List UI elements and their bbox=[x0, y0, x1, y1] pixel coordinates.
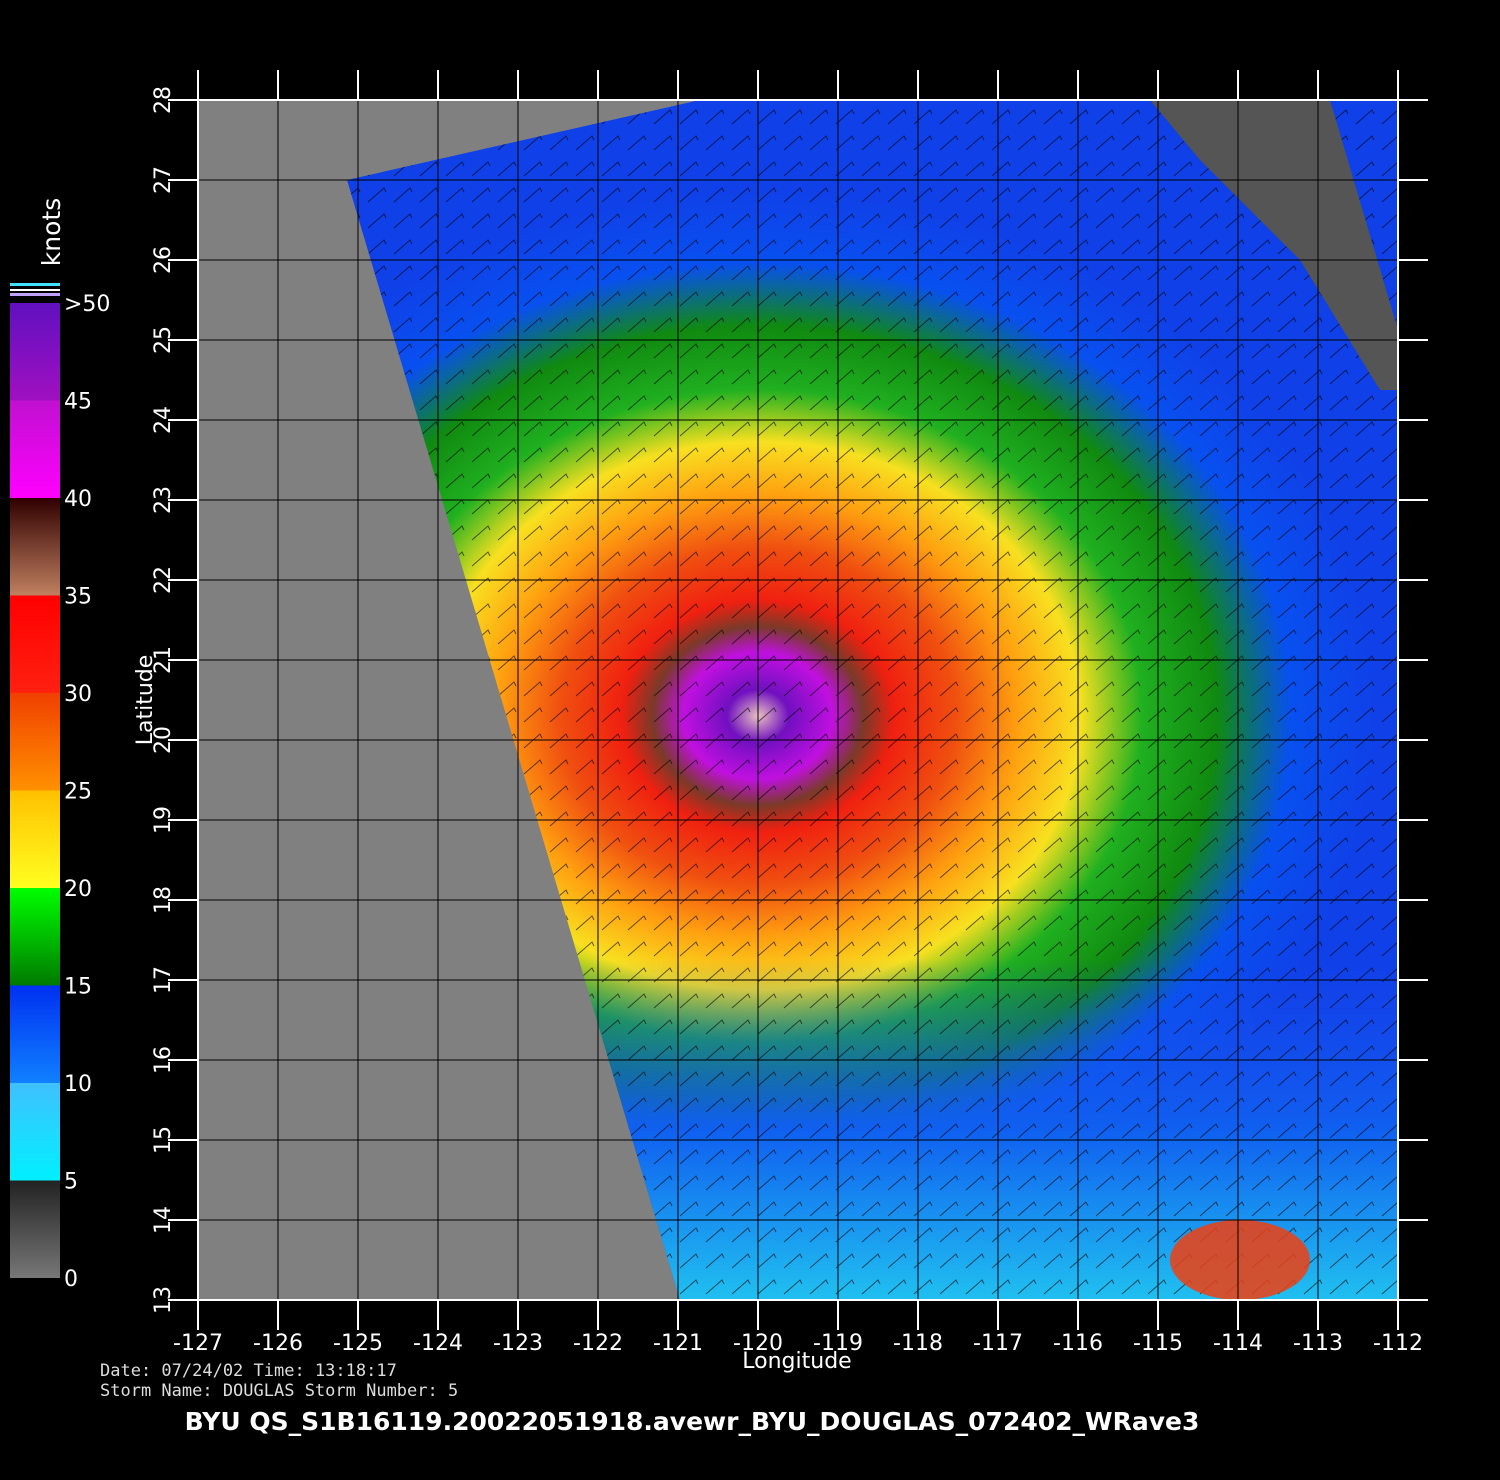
x-tick-label: -121 bbox=[653, 1331, 703, 1356]
x-tick-label: -115 bbox=[1133, 1331, 1183, 1356]
rain-cell bbox=[1170, 1220, 1310, 1300]
y-tick-label: 18 bbox=[151, 886, 176, 914]
y-tick-label: 28 bbox=[151, 86, 176, 114]
y-tick-label: 14 bbox=[151, 1206, 176, 1234]
colorbar-segment bbox=[10, 400, 60, 498]
y-tick-label: 13 bbox=[151, 1286, 176, 1314]
colorbar-label: 20 bbox=[64, 877, 92, 902]
y-tick-label: 24 bbox=[151, 406, 176, 434]
y-tick-label: 25 bbox=[151, 326, 176, 354]
x-tick-label: -122 bbox=[573, 1331, 623, 1356]
y-tick-label: 16 bbox=[151, 1046, 176, 1074]
x-tick-label: -117 bbox=[973, 1331, 1023, 1356]
info-line: Date: 07/24/02 Time: 13:18:17 bbox=[100, 1361, 397, 1381]
x-tick-label: -119 bbox=[813, 1331, 863, 1356]
x-tick-label: -120 bbox=[733, 1331, 783, 1356]
y-tick-label: 17 bbox=[151, 966, 176, 994]
colorbar-label: 10 bbox=[64, 1072, 92, 1097]
colorbar-title: knots bbox=[37, 198, 66, 266]
colorbar-segment bbox=[10, 1180, 60, 1278]
map-frame bbox=[197, 99, 1399, 1301]
x-tick-label: -123 bbox=[493, 1331, 543, 1356]
colorbar-label: 25 bbox=[64, 780, 92, 805]
y-tick-label: 26 bbox=[151, 246, 176, 274]
y-tick-label: 20 bbox=[151, 726, 176, 754]
colorbar-label: 35 bbox=[64, 585, 92, 610]
x-axis-label: Longitude bbox=[742, 1349, 851, 1374]
x-tick-label: -112 bbox=[1373, 1331, 1423, 1356]
y-tick-label: 21 bbox=[151, 646, 176, 674]
y-axis-label: Latitude bbox=[133, 655, 158, 746]
x-tick-label: -124 bbox=[413, 1331, 463, 1356]
y-tick-label: 22 bbox=[151, 566, 176, 594]
x-tick-label: -127 bbox=[173, 1331, 223, 1356]
x-tick-label: -125 bbox=[333, 1331, 383, 1356]
y-tick-label: 27 bbox=[151, 166, 176, 194]
file-title: BYU QS_S1B16119.20022051918.avewr_BYU_DO… bbox=[185, 1407, 1200, 1436]
colorbar-label: 40 bbox=[64, 487, 92, 512]
x-tick-label: -116 bbox=[1053, 1331, 1103, 1356]
colorbar-segment bbox=[10, 1083, 60, 1181]
x-tick-label: -114 bbox=[1213, 1331, 1263, 1356]
x-tick-label: -113 bbox=[1293, 1331, 1343, 1356]
colorbar-label: 15 bbox=[64, 975, 92, 1000]
land bbox=[1150, 100, 1398, 390]
x-tick-label: -126 bbox=[253, 1331, 303, 1356]
y-tick-label: 23 bbox=[151, 486, 176, 514]
y-tick-label: 19 bbox=[151, 806, 176, 834]
colorbar: knots 0 5 10 15 20 25 30 35 40 45 >50 bbox=[10, 198, 110, 1292]
y-tick-label: 15 bbox=[151, 1126, 176, 1154]
colorbar-label: 5 bbox=[64, 1170, 78, 1195]
colorbar-segment bbox=[10, 693, 60, 791]
colorbar-segment bbox=[10, 790, 60, 888]
colorbar-label: 30 bbox=[64, 682, 92, 707]
colorbar-segment bbox=[10, 985, 60, 1083]
colorbar-label: 45 bbox=[64, 390, 92, 415]
colorbar-segment bbox=[10, 888, 60, 986]
info-line: Storm Name: DOUGLAS Storm Number: 5 bbox=[100, 1381, 458, 1401]
x-tick-label: -118 bbox=[893, 1331, 943, 1356]
colorbar-segment bbox=[10, 595, 60, 693]
colorbar-label: 0 bbox=[64, 1267, 78, 1292]
colorbar-segment bbox=[10, 498, 60, 596]
colorbar-label: >50 bbox=[64, 292, 110, 317]
colorbar-segment bbox=[10, 303, 60, 401]
